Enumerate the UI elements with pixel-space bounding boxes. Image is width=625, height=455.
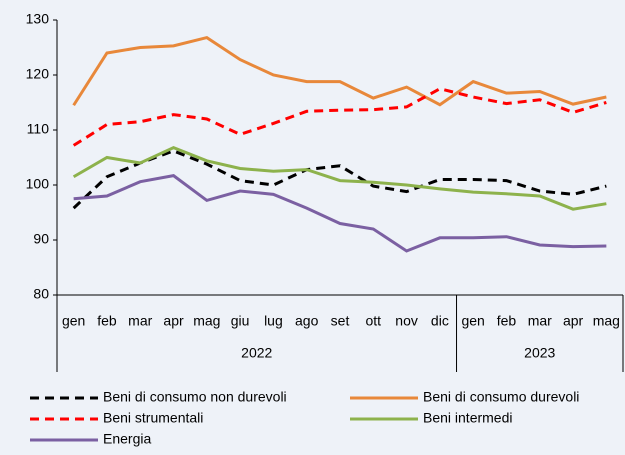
series-line (72, 145, 607, 211)
x-tick-label: nov (395, 313, 418, 329)
series-line (72, 35, 607, 107)
y-tick-label: 110 (27, 121, 50, 137)
y-tick-label: 90 (33, 231, 49, 247)
series-line (72, 149, 607, 210)
x-tick-label: mag (193, 313, 220, 329)
x-tick-label: set (331, 313, 350, 329)
x-tick-label: lug (264, 313, 283, 329)
x-tick-label: giu (231, 313, 250, 329)
series-line (73, 174, 607, 253)
x-tick-label: dic (431, 313, 449, 329)
x-tick-label: feb (97, 313, 117, 329)
x-tick-label: mar (128, 313, 152, 329)
y-tick-label: 100 (26, 176, 50, 192)
legend-label: Beni di consumo non durevoli (103, 389, 287, 405)
x-tick-label: feb (497, 313, 517, 329)
x-tick-label: gen (62, 313, 85, 329)
y-tick-label: 80 (33, 286, 49, 302)
legend-label: Energia (103, 431, 151, 447)
x-tick-label: mar (528, 313, 552, 329)
legend-label: Beni strumentali (103, 410, 203, 426)
x-tick-label: mag (593, 313, 620, 329)
legend-label: Beni intermedi (423, 410, 513, 426)
year-label: 2022 (241, 345, 272, 361)
year-label: 2023 (524, 345, 555, 361)
legend-label: Beni di consumo durevoli (423, 389, 579, 405)
x-tick-label: ott (366, 313, 382, 329)
y-tick-label: 120 (26, 66, 50, 82)
x-tick-label: ago (295, 313, 319, 329)
x-tick-label: gen (461, 313, 484, 329)
x-tick-label: apr (563, 313, 584, 329)
x-tick-label: apr (163, 313, 184, 329)
series-line (72, 87, 607, 147)
y-tick-label: 130 (26, 11, 50, 27)
